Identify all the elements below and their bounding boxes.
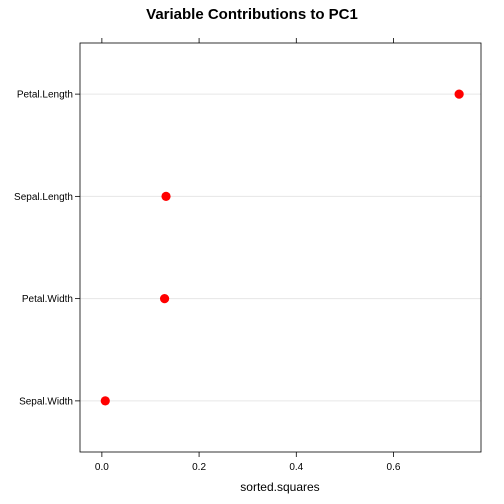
- data-point: [454, 89, 464, 99]
- plot-frame: [79, 42, 482, 453]
- y-tick-label: Sepal.Length: [14, 192, 73, 203]
- data-point: [100, 396, 110, 406]
- x-axis-label: sorted.squares: [240, 480, 319, 494]
- y-tick-label: Petal.Width: [22, 294, 73, 305]
- x-axis-ticks: 0.0 0.2 0.4 0.6: [95, 38, 401, 473]
- x-tick-label: 0.4: [289, 462, 303, 473]
- grid-lines: [80, 93, 481, 402]
- data-point: [159, 294, 170, 304]
- y-axis-labels: Petal.Length Sepal.Length Petal.Width Sepal…: [14, 90, 80, 407]
- x-tick-label: 0.2: [192, 462, 206, 473]
- x-tick-label: 0.6: [387, 462, 401, 473]
- data-points: [100, 89, 464, 406]
- chart-title: Variable Contributions to PC1: [146, 6, 358, 23]
- y-tick-label: Sepal.Width: [19, 396, 73, 407]
- x-tick-label: 0.0: [95, 462, 109, 473]
- data-point: [161, 191, 171, 201]
- y-tick-label: Petal.Length: [17, 90, 73, 101]
